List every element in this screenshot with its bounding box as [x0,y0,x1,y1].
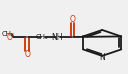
Text: O: O [7,32,13,42]
Text: NH: NH [52,32,63,42]
Text: N: N [99,53,105,62]
Text: CH₂: CH₂ [36,34,49,40]
Text: O: O [70,15,76,24]
Text: CH₃: CH₃ [1,31,14,37]
Text: O: O [24,50,30,59]
